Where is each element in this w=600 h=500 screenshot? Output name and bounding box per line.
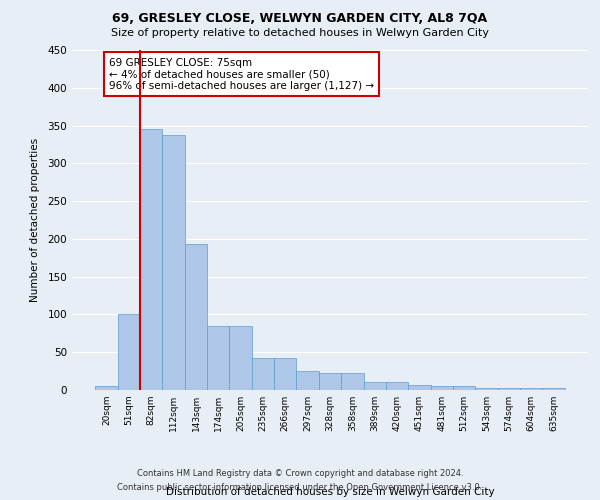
Bar	[296, 371, 319, 390]
Text: 69, GRESLEY CLOSE, WELWYN GARDEN CITY, AL8 7QA: 69, GRESLEY CLOSE, WELWYN GARDEN CITY, A…	[112, 12, 488, 26]
Text: Contains HM Land Registry data © Crown copyright and database right 2024.: Contains HM Land Registry data © Crown c…	[137, 468, 463, 477]
Bar	[95, 386, 118, 390]
Bar	[319, 374, 341, 390]
Bar	[364, 382, 386, 390]
Bar	[229, 326, 252, 390]
Y-axis label: Number of detached properties: Number of detached properties	[31, 138, 40, 302]
Bar	[207, 326, 229, 390]
Text: Size of property relative to detached houses in Welwyn Garden City: Size of property relative to detached ho…	[111, 28, 489, 38]
Text: Contains public sector information licensed under the Open Government Licence v3: Contains public sector information licen…	[118, 484, 482, 492]
Bar	[252, 358, 274, 390]
Bar	[408, 386, 431, 390]
X-axis label: Distribution of detached houses by size in Welwyn Garden City: Distribution of detached houses by size …	[166, 487, 494, 497]
Bar	[497, 388, 520, 390]
Bar	[453, 386, 475, 390]
Bar	[341, 374, 364, 390]
Bar	[118, 314, 140, 390]
Text: 69 GRESLEY CLOSE: 75sqm
← 4% of detached houses are smaller (50)
96% of semi-det: 69 GRESLEY CLOSE: 75sqm ← 4% of detached…	[109, 58, 374, 91]
Bar	[274, 358, 296, 390]
Bar	[386, 382, 408, 390]
Bar	[140, 130, 163, 390]
Bar	[431, 386, 453, 390]
Bar	[542, 388, 565, 390]
Bar	[520, 388, 542, 390]
Bar	[163, 136, 185, 390]
Bar	[185, 244, 207, 390]
Bar	[475, 388, 497, 390]
